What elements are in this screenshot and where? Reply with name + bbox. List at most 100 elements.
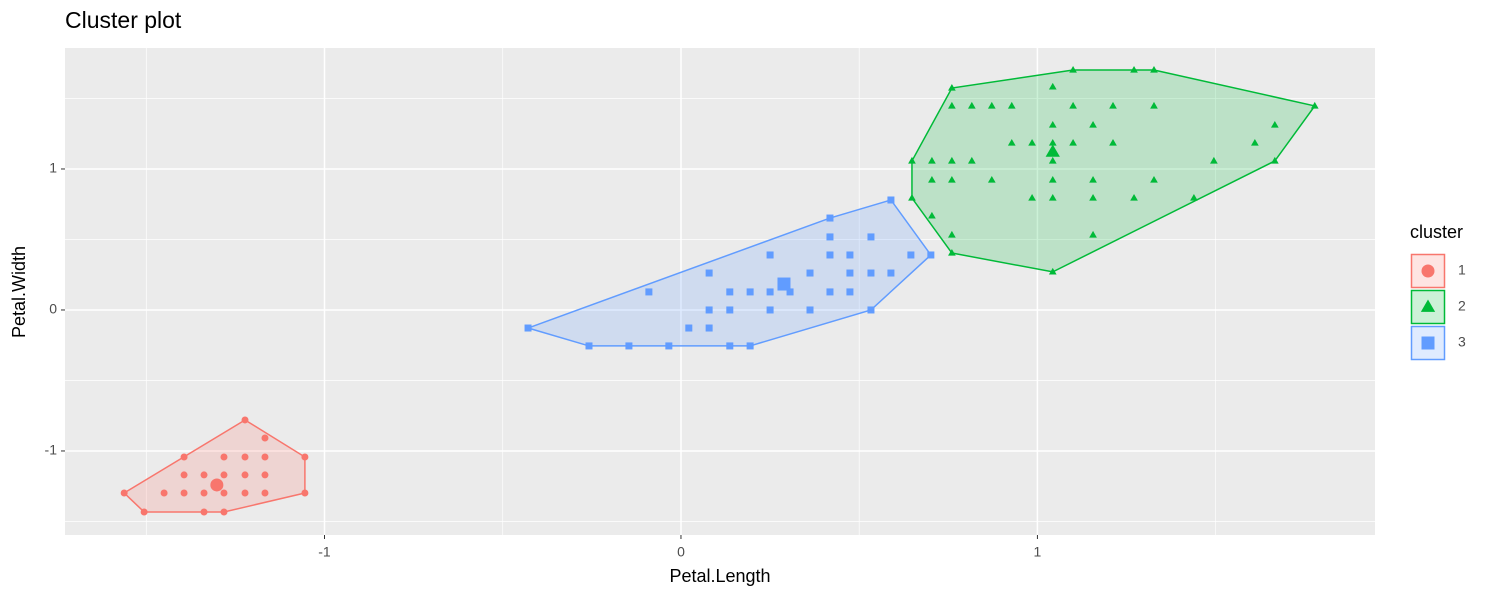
point xyxy=(908,156,916,164)
point xyxy=(1069,65,1077,73)
point xyxy=(948,101,956,109)
point xyxy=(907,251,915,259)
point xyxy=(967,101,976,109)
point xyxy=(1270,156,1279,164)
point xyxy=(120,489,128,497)
point xyxy=(948,84,956,91)
point xyxy=(1007,101,1016,109)
point xyxy=(200,489,208,497)
x-tick-label: 0 xyxy=(677,544,685,560)
point xyxy=(220,453,228,461)
point xyxy=(826,214,834,222)
legend-label: 3 xyxy=(1458,334,1466,350)
point xyxy=(140,508,148,516)
point xyxy=(1048,82,1057,90)
point xyxy=(927,251,935,259)
legend-label: 2 xyxy=(1458,298,1466,314)
point xyxy=(826,288,834,296)
point xyxy=(987,175,996,183)
point xyxy=(241,453,249,461)
point xyxy=(220,489,228,497)
point xyxy=(1130,193,1138,201)
point xyxy=(1109,139,1117,146)
point xyxy=(1007,139,1016,146)
point xyxy=(241,471,249,479)
point xyxy=(301,489,309,497)
point xyxy=(625,342,633,350)
point xyxy=(645,288,653,296)
point xyxy=(726,342,734,350)
point xyxy=(1069,101,1077,109)
point xyxy=(967,156,976,164)
point xyxy=(1089,193,1097,201)
point xyxy=(241,489,249,497)
legend-title: cluster xyxy=(1410,222,1463,242)
panel xyxy=(65,48,1375,535)
point xyxy=(1150,175,1158,183)
point xyxy=(200,508,208,516)
legend-marker xyxy=(1421,264,1435,278)
point xyxy=(867,306,875,314)
point xyxy=(1048,156,1057,164)
point xyxy=(1150,65,1158,73)
point xyxy=(1089,175,1097,183)
point xyxy=(987,101,996,109)
point xyxy=(261,471,269,479)
legend-key xyxy=(1410,289,1446,325)
point xyxy=(826,233,834,241)
point xyxy=(806,269,814,277)
cluster-center xyxy=(1045,144,1060,157)
point xyxy=(806,306,814,314)
point xyxy=(685,324,693,332)
point xyxy=(1310,101,1319,109)
point xyxy=(766,306,774,314)
point xyxy=(1048,267,1057,275)
point xyxy=(1150,101,1158,109)
point xyxy=(766,251,774,259)
point xyxy=(1190,193,1198,201)
point xyxy=(846,251,854,259)
point xyxy=(746,342,754,350)
point xyxy=(180,471,188,479)
legend-label: 1 xyxy=(1458,262,1466,278)
point xyxy=(261,434,269,442)
point xyxy=(1251,139,1259,146)
point xyxy=(261,453,269,461)
point xyxy=(1028,193,1036,201)
point xyxy=(180,489,188,497)
grid xyxy=(65,48,1375,535)
plot-area xyxy=(120,65,1319,516)
point xyxy=(160,489,168,497)
x-tick-label: -1 xyxy=(318,544,331,560)
legend-marker xyxy=(1420,299,1436,312)
point xyxy=(241,416,249,424)
point xyxy=(1048,139,1057,146)
point xyxy=(1048,193,1057,201)
point xyxy=(867,269,875,277)
point xyxy=(1270,120,1279,128)
y-axis-label: Petal.Width xyxy=(9,246,29,338)
point xyxy=(948,248,956,256)
point xyxy=(867,233,875,241)
legend-marker xyxy=(1421,336,1435,350)
x-tick-label: 1 xyxy=(1034,544,1042,560)
point xyxy=(928,211,936,219)
point xyxy=(908,193,916,201)
point xyxy=(705,324,713,332)
point xyxy=(1028,139,1036,146)
cluster-center xyxy=(210,478,224,492)
point xyxy=(301,453,309,461)
point xyxy=(887,269,895,277)
cluster-center xyxy=(777,277,791,291)
point xyxy=(200,471,208,479)
point xyxy=(1048,120,1057,128)
point xyxy=(1048,175,1057,183)
point xyxy=(1089,120,1097,128)
point xyxy=(948,156,956,164)
point xyxy=(261,489,269,497)
point xyxy=(948,175,956,183)
point xyxy=(1089,230,1097,238)
x-axis-label: Petal.Length xyxy=(669,566,770,586)
point xyxy=(1109,101,1117,109)
